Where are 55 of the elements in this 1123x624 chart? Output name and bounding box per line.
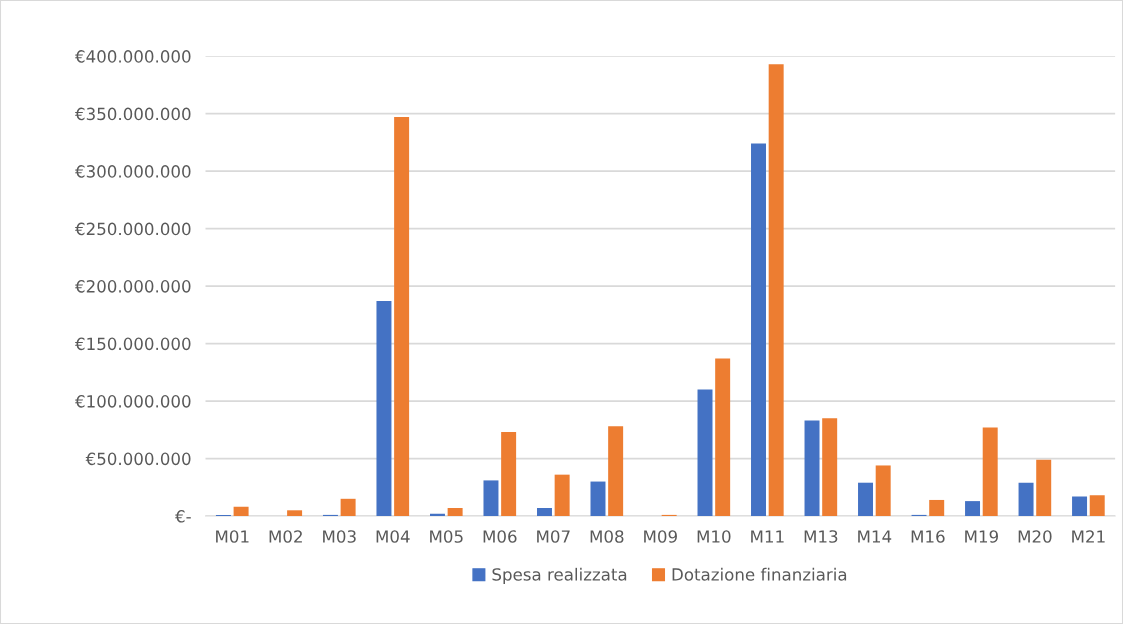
x-tick-label: M19 [965,530,998,543]
bar [501,432,517,517]
x-tick-label: M03 [323,530,356,543]
y-tick-label: €100.000.000 [74,395,191,408]
bar [697,389,713,517]
bar [982,427,998,517]
bar [483,480,499,517]
bar [822,418,838,517]
bar [340,498,356,517]
y-tick-label: €350.000.000 [74,107,191,121]
y-tick-label: €300.000.000 [74,165,191,178]
x-tick-label: M20 [1018,530,1052,543]
x-tick-label: M02 [269,530,302,543]
bar [715,358,731,517]
y-tick-label: €- [175,510,191,523]
y-tick-label: €400.000.000 [74,50,191,63]
y-tick-label: €150.000.000 [74,337,191,351]
x-tick-label: M08 [590,530,624,543]
bar [536,508,552,517]
bar [858,482,874,517]
bar [1089,495,1105,517]
y-tick-label: €50.000.000 [85,452,191,466]
bar [768,64,784,517]
bar [608,426,624,517]
bar [1036,459,1052,517]
bar [590,481,606,517]
legend-label: Spesa realizzata [492,567,627,584]
x-tick-label: M09 [644,530,677,543]
x-tick-label: M11 [751,530,784,543]
bar [394,117,410,517]
x-tick-label: M04 [376,530,410,543]
bar [751,143,766,517]
bar [965,501,981,517]
x-tick-label: M13 [804,530,838,543]
y-tick-label: €200.000.000 [74,280,191,293]
bar [875,465,891,517]
y-tick-label: €250.000.000 [74,222,191,236]
x-tick-label: M14 [858,530,892,543]
x-tick-label: M06 [483,530,517,543]
bar [804,420,820,517]
bar [554,474,570,517]
legend-label: Dotazione finanziaria [672,567,847,581]
bar [447,508,463,517]
bar [376,301,392,517]
bar [287,510,303,517]
bar [929,499,945,517]
x-tick-label: M21 [1072,530,1105,543]
bar [233,506,249,517]
x-tick-label: M05 [430,530,463,543]
x-tick-label: M16 [911,530,945,543]
bar [1072,496,1088,517]
x-tick-label: M07 [537,530,570,543]
bar [1018,482,1034,517]
x-tick-label: M01 [216,530,249,543]
x-tick-label: M10 [697,530,731,543]
